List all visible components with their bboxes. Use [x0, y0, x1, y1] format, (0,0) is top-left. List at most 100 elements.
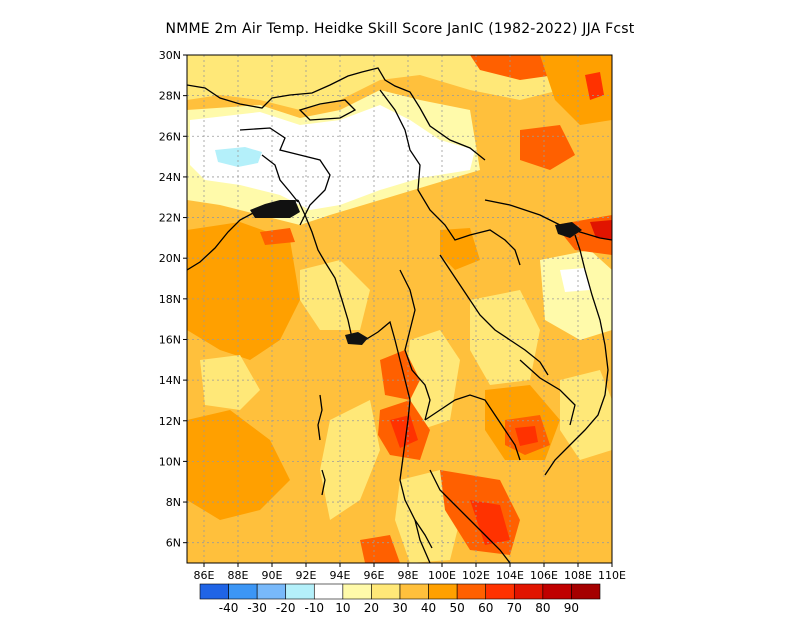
colorbar-label: 30 [392, 601, 407, 615]
colorbar-labels: -40 -30 -20 -10 10 20 30 40 50 60 70 80 90 [219, 601, 579, 615]
colorbar-label: 20 [364, 601, 379, 615]
field-patch [260, 228, 295, 245]
lat-tick-label: 22N [159, 212, 181, 225]
field-patch [470, 500, 510, 545]
border-line [187, 67, 486, 161]
colorbar-label: -10 [304, 601, 324, 615]
field-patch [300, 260, 370, 330]
lon-tick-label: 110E [598, 569, 626, 582]
field-patch [585, 72, 604, 100]
lat-tick-label: 18N [159, 293, 181, 306]
longitude-ticks: 86E 88E 90E 92E 94E 96E 98E 100E 102E 104E 106E 108… [194, 563, 626, 582]
coast-line [297, 199, 433, 549]
colorbar-swatch [571, 583, 601, 600]
lat-tick-label: 30N [159, 49, 181, 62]
border-line [298, 99, 357, 121]
colorbar-swatch [256, 583, 287, 600]
field-patch [390, 415, 418, 448]
colorbar-label: -40 [219, 601, 239, 615]
delta-regions [250, 200, 582, 345]
coast-line [414, 519, 431, 563]
colorbar-label: 80 [535, 601, 550, 615]
lon-tick-label: 92E [296, 569, 317, 582]
field-patch [560, 268, 590, 292]
coast-line [544, 234, 609, 476]
island [317, 394, 323, 441]
colorbar-swatch [285, 583, 315, 600]
lat-tick-label: 20N [159, 252, 181, 265]
colorbar [199, 583, 601, 600]
lon-tick-label: 102E [462, 569, 490, 582]
lon-tick-label: 104E [496, 569, 524, 582]
latitude-ticks: 30N 28N 26N 24N 22N 20N 18N 16N 14N 12N 10N 8N 6N [159, 49, 187, 550]
lon-tick-label: 90E [262, 569, 283, 582]
island [321, 469, 326, 496]
colorbar-label: -20 [276, 601, 296, 615]
lat-tick-label: 16N [159, 333, 181, 346]
lon-tick-label: 108E [564, 569, 592, 582]
lat-tick-label: 24N [159, 171, 181, 184]
lon-tick-label: 98E [398, 569, 419, 582]
border-line [239, 127, 331, 226]
ganges-delta [250, 200, 300, 218]
lat-tick-label: 6N [166, 537, 181, 550]
colorbar-swatch [399, 583, 429, 600]
field-patch [200, 355, 260, 410]
coast-line [429, 469, 511, 563]
colorbar-swatch [542, 583, 572, 600]
field-patch [590, 220, 612, 240]
coast-line [424, 394, 521, 461]
colorbar-swatch [342, 583, 372, 600]
lat-tick-label: 12N [159, 415, 181, 428]
field-patch [215, 147, 262, 167]
colorbar-swatch [485, 583, 515, 600]
colorbar-label: -30 [247, 601, 267, 615]
field-patch [320, 400, 380, 520]
colorbar-label: 10 [335, 601, 350, 615]
skill-field [187, 55, 612, 563]
field-patch [540, 55, 612, 125]
border-line [519, 359, 576, 426]
lon-tick-label: 96E [364, 569, 385, 582]
border-line [399, 269, 431, 421]
map-frame [186, 54, 613, 564]
chart-title: NMME 2m Air Temp. Heidke Skill Score Jan… [165, 21, 635, 37]
field-patch [360, 535, 400, 563]
colorbar-swatch [199, 583, 229, 600]
colorbar-label: 50 [450, 601, 465, 615]
field-patch [190, 105, 475, 210]
colorbar-label: 90 [564, 601, 579, 615]
colorbar-label: 40 [421, 601, 436, 615]
colorbar-label: 60 [478, 601, 493, 615]
colorbar-swatch [428, 583, 458, 600]
lon-tick-label: 94E [330, 569, 351, 582]
colorbar-swatch [456, 583, 487, 600]
field-patch [470, 290, 540, 385]
border-line [379, 89, 521, 266]
field-patch [187, 410, 290, 520]
lon-tick-label: 86E [194, 569, 215, 582]
colorbar-label: 70 [507, 601, 522, 615]
field-patch [515, 426, 538, 446]
lat-tick-label: 28N [159, 90, 181, 103]
colorbar-swatch [313, 583, 344, 600]
colorbar-swatch [228, 583, 258, 600]
lat-tick-label: 10N [159, 455, 181, 468]
lat-tick-label: 14N [159, 374, 181, 387]
lon-tick-label: 88E [228, 569, 249, 582]
lat-tick-label: 8N [166, 496, 181, 509]
red-river-delta [555, 222, 582, 238]
field-patch [470, 55, 560, 80]
lat-tick-label: 26N [159, 130, 181, 143]
irrawaddy-delta [345, 332, 368, 345]
colorbar-swatch [371, 583, 401, 600]
lon-tick-label: 100E [428, 569, 456, 582]
field-patch [540, 250, 612, 340]
field-patch [440, 228, 480, 270]
colorbar-swatch [513, 583, 544, 600]
border-line [261, 154, 299, 203]
field-patch [560, 370, 612, 460]
border-line [439, 254, 549, 376]
lon-tick-label: 106E [530, 569, 558, 582]
